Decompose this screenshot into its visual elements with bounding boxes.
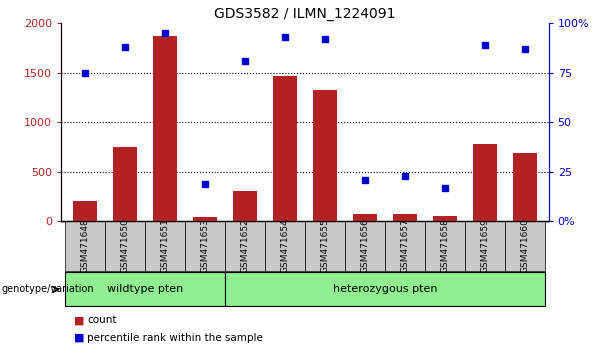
Text: GSM471656: GSM471656 xyxy=(360,218,370,274)
Text: GSM471660: GSM471660 xyxy=(520,218,529,274)
Bar xyxy=(105,221,145,271)
Text: ■: ■ xyxy=(74,315,84,325)
Bar xyxy=(465,221,504,271)
Title: GDS3582 / ILMN_1224091: GDS3582 / ILMN_1224091 xyxy=(214,7,396,21)
Bar xyxy=(273,75,297,221)
Bar xyxy=(233,190,257,221)
Text: GSM471658: GSM471658 xyxy=(440,218,449,274)
Text: GSM471652: GSM471652 xyxy=(240,219,249,273)
Bar xyxy=(113,147,137,221)
Text: GSM471654: GSM471654 xyxy=(281,219,289,273)
Bar xyxy=(504,221,544,271)
Bar xyxy=(393,214,417,221)
Text: heterozygous pten: heterozygous pten xyxy=(333,284,437,295)
Bar xyxy=(185,221,225,271)
Text: GSM471657: GSM471657 xyxy=(400,218,409,274)
Text: ■: ■ xyxy=(74,333,84,343)
Bar xyxy=(345,221,385,271)
Bar xyxy=(66,221,105,271)
Bar xyxy=(153,36,177,221)
Bar xyxy=(512,153,536,221)
Text: count: count xyxy=(87,315,116,325)
Text: genotype/variation: genotype/variation xyxy=(1,284,94,295)
Bar xyxy=(425,221,465,271)
Bar xyxy=(305,221,345,271)
Bar xyxy=(353,214,377,221)
Text: GSM471648: GSM471648 xyxy=(81,219,89,273)
Text: GSM471651: GSM471651 xyxy=(161,218,170,274)
Text: GSM471653: GSM471653 xyxy=(200,218,210,274)
Bar xyxy=(193,217,217,221)
Bar xyxy=(225,221,265,271)
Bar xyxy=(473,144,497,221)
Bar xyxy=(145,221,185,271)
Bar xyxy=(74,201,97,221)
Text: wildtype pten: wildtype pten xyxy=(107,284,183,295)
Text: GSM471659: GSM471659 xyxy=(480,218,489,274)
Bar xyxy=(313,90,337,221)
Bar xyxy=(66,272,225,307)
Bar xyxy=(265,221,305,271)
Bar xyxy=(225,272,544,307)
Text: percentile rank within the sample: percentile rank within the sample xyxy=(87,333,263,343)
Bar xyxy=(385,221,425,271)
Text: GSM471650: GSM471650 xyxy=(121,218,130,274)
Text: GSM471655: GSM471655 xyxy=(321,218,329,274)
Bar xyxy=(433,216,457,221)
